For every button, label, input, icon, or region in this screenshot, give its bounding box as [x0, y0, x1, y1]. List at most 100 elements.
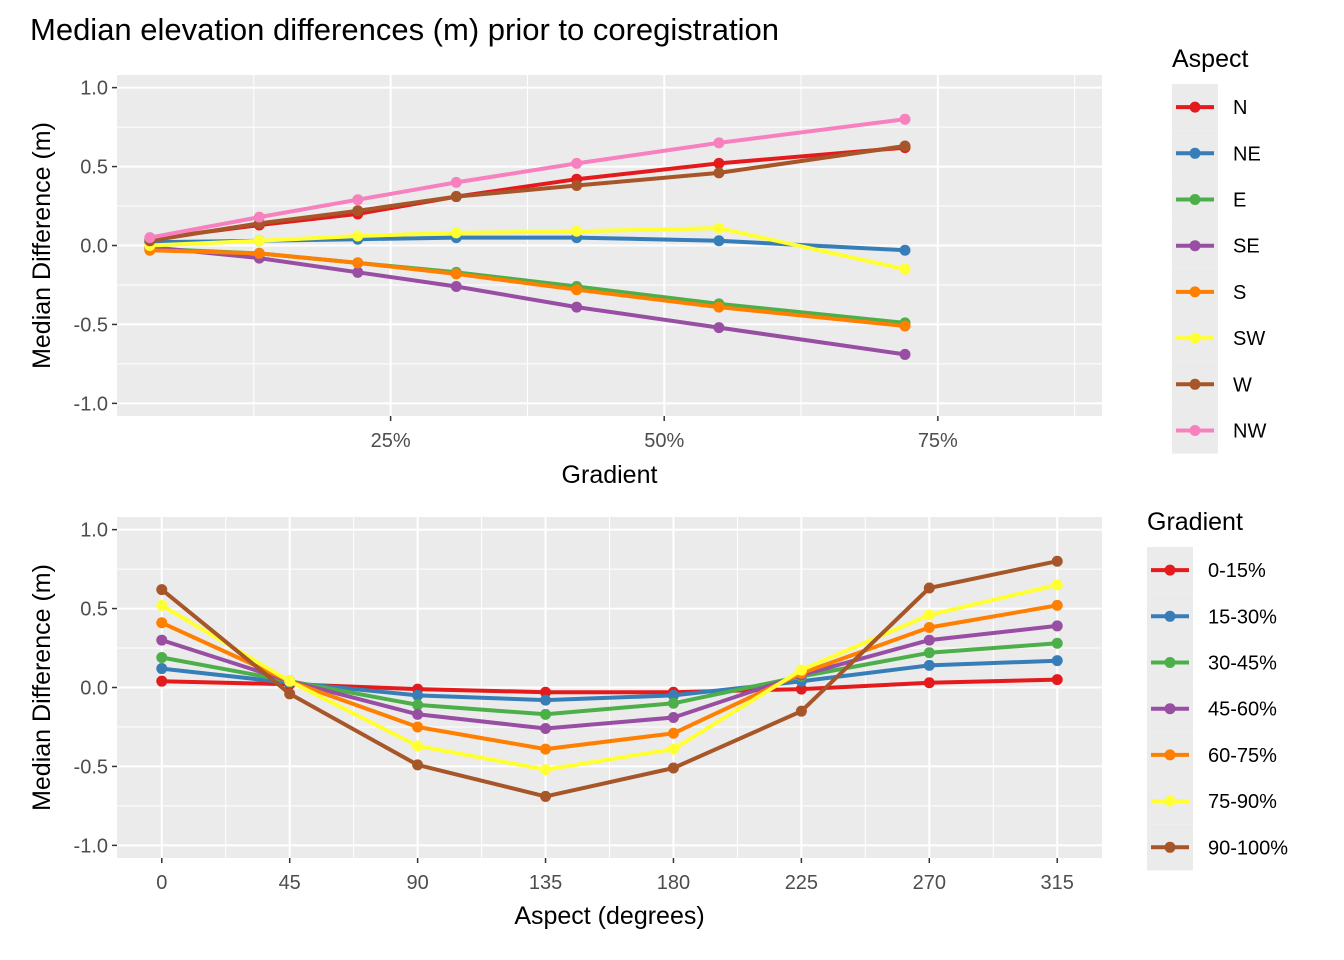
legend-label: W: [1233, 374, 1252, 396]
legend-label: 0-15%: [1208, 560, 1266, 582]
data-point: [899, 244, 911, 256]
legend-key-point: [1189, 425, 1201, 436]
data-point: [253, 235, 265, 247]
data-point: [450, 176, 462, 188]
data-point: [156, 617, 168, 629]
data-point: [713, 157, 725, 169]
y-axis-title: Median Difference (m): [28, 564, 56, 811]
data-point: [412, 740, 424, 752]
data-point: [923, 647, 935, 659]
data-point: [713, 137, 725, 149]
data-point: [284, 675, 296, 687]
y-tick-label: 0.5: [80, 157, 108, 179]
data-point: [540, 764, 552, 776]
data-point: [1051, 599, 1063, 611]
data-point: [571, 301, 583, 313]
legend-key-point: [1189, 101, 1201, 113]
legend-label: 90-100%: [1208, 837, 1288, 859]
data-point: [253, 247, 265, 259]
data-point: [667, 711, 679, 723]
x-tick-label: 270: [913, 872, 946, 894]
legend-key-point: [1164, 564, 1176, 576]
data-point: [923, 659, 935, 671]
x-tick-label: 0: [156, 872, 167, 894]
legend-key-point: [1164, 657, 1176, 668]
legend-key-point: [1164, 703, 1176, 715]
legend-key-point: [1189, 286, 1201, 298]
data-point: [156, 634, 168, 646]
data-point: [540, 723, 552, 735]
data-point: [899, 113, 911, 125]
data-point: [156, 599, 168, 611]
legend-label: 15-30%: [1208, 606, 1277, 628]
legend-label: SE: [1233, 236, 1260, 258]
data-point: [667, 689, 679, 701]
y-tick-label: -0.5: [74, 314, 108, 336]
y-tick-label: 0.0: [80, 678, 108, 700]
data-point: [352, 266, 364, 278]
data-point: [667, 743, 679, 755]
data-point: [713, 222, 725, 234]
data-point: [795, 664, 807, 676]
data-point: [412, 759, 424, 771]
data-point: [899, 320, 911, 332]
legend-label: 75-90%: [1208, 791, 1277, 813]
legend-key-point: [1189, 378, 1201, 390]
data-point: [352, 230, 364, 242]
x-tick-label: 180: [657, 872, 690, 894]
data-point: [571, 284, 583, 296]
x-tick-label: 45: [279, 872, 301, 894]
data-point: [156, 584, 168, 596]
x-tick-label: 50%: [644, 430, 684, 452]
data-point: [144, 232, 156, 244]
data-point: [795, 705, 807, 717]
y-tick-label: 1.0: [80, 520, 108, 542]
data-point: [412, 721, 424, 733]
data-point: [156, 675, 168, 687]
legend-key-point: [1164, 610, 1176, 622]
legend-label: NW: [1233, 421, 1266, 443]
data-point: [450, 227, 462, 239]
legend-key-point: [1189, 147, 1201, 159]
data-point: [923, 609, 935, 621]
data-point: [1051, 555, 1063, 567]
data-point: [1051, 674, 1063, 686]
x-tick-label: 75%: [918, 430, 958, 452]
x-tick-label: 135: [529, 872, 562, 894]
data-point: [667, 762, 679, 774]
y-tick-label: 1.0: [80, 78, 108, 100]
data-point: [571, 180, 583, 192]
data-point: [713, 322, 725, 334]
data-point: [923, 677, 935, 689]
legend-label: N: [1233, 97, 1247, 119]
series-line: [160, 603, 1058, 752]
data-point: [667, 697, 679, 709]
data-point: [450, 268, 462, 280]
y-tick-label: -0.5: [74, 756, 108, 778]
legend-label: 60-75%: [1208, 745, 1277, 767]
data-point: [156, 663, 168, 675]
data-point: [571, 157, 583, 169]
legend-title: Aspect: [1172, 45, 1248, 73]
data-point: [352, 194, 364, 206]
legend-label: 45-60%: [1208, 699, 1277, 721]
legend-key-point: [1189, 240, 1201, 252]
legend-label: 30-45%: [1208, 653, 1277, 675]
data-point: [450, 281, 462, 293]
legend-label: SW: [1233, 328, 1265, 350]
data-point: [253, 211, 265, 223]
aspect-panel: -1.0 -0.5 0.0 0.5 1.0 0 45 90 135 180 225 270 315 Asp…: [28, 508, 1288, 930]
x-axis-title: Aspect (degrees): [514, 902, 704, 930]
series-line: [160, 559, 1058, 799]
data-point: [156, 652, 168, 664]
data-point: [923, 622, 935, 634]
data-point: [713, 235, 725, 247]
data-point: [923, 582, 935, 594]
data-point: [795, 683, 807, 695]
x-axis-title: Gradient: [562, 461, 658, 489]
legend-title: Gradient: [1147, 508, 1243, 536]
data-point: [540, 708, 552, 720]
y-tick-label: 0.5: [80, 599, 108, 621]
x-tick-label: 315: [1041, 872, 1074, 894]
